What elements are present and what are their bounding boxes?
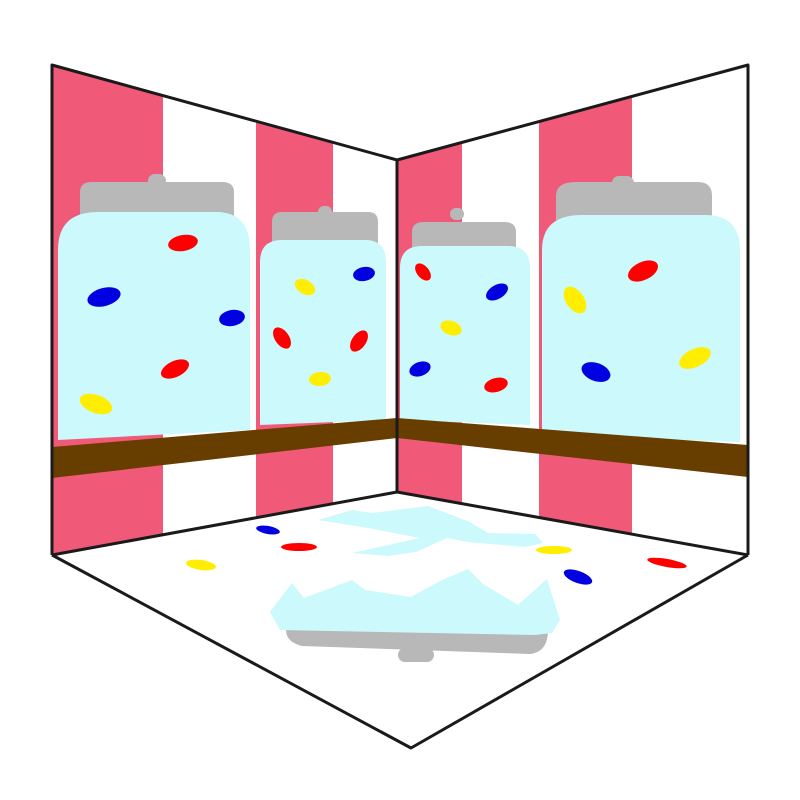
jelly-bean: [281, 543, 317, 551]
room-outline-baseboard: [51, 490, 749, 557]
floor-jelly-beans: [186, 525, 687, 585]
broken-jar-glass: [270, 569, 560, 635]
shelf-left: [52, 418, 397, 478]
jelly-bean: [87, 287, 121, 307]
jar-glass: [260, 240, 386, 425]
shelf-right: [397, 418, 748, 477]
room-outline-floor: [51, 553, 749, 750]
glass-shard: [318, 506, 543, 556]
jar: [58, 174, 250, 440]
broken-jar-lid: [286, 630, 548, 654]
jelly-bean: [309, 371, 331, 387]
jar: [542, 176, 740, 442]
jar-glass: [58, 212, 250, 440]
jelly-bean: [273, 327, 291, 349]
jelly-bean: [350, 330, 368, 352]
jelly-bean: [679, 347, 711, 369]
jelly-bean: [294, 278, 316, 296]
jelly-bean: [484, 377, 508, 393]
jar-glass: [542, 215, 740, 442]
jelly-bean: [79, 393, 113, 415]
jelly-bean: [186, 559, 216, 571]
jelly-bean: [256, 525, 280, 535]
jelly-bean: [581, 362, 611, 382]
shelf: [52, 418, 748, 478]
jelly-bean: [160, 359, 190, 379]
broken-jar-lid-knob: [398, 648, 434, 662]
jelly-bean: [628, 260, 658, 282]
room-outline: [50, 63, 750, 750]
jelly-bean: [486, 283, 508, 301]
jelly-bean: [168, 234, 198, 252]
jelly-bean: [563, 569, 593, 585]
jar: [260, 206, 386, 425]
jar: [400, 208, 530, 425]
jelly-bean: [440, 320, 462, 336]
jar-jelly-beans: [79, 234, 711, 415]
jelly-bean: [353, 266, 375, 282]
jelly-bean: [536, 546, 572, 554]
jar-lid-knob: [450, 208, 464, 220]
jelly-bean: [647, 557, 687, 569]
jelly-bean: [219, 309, 245, 327]
jelly-bean: [563, 286, 587, 314]
jelly-bean: [415, 263, 431, 281]
broken-jar: [270, 506, 560, 662]
jelly-bean: [409, 361, 431, 377]
